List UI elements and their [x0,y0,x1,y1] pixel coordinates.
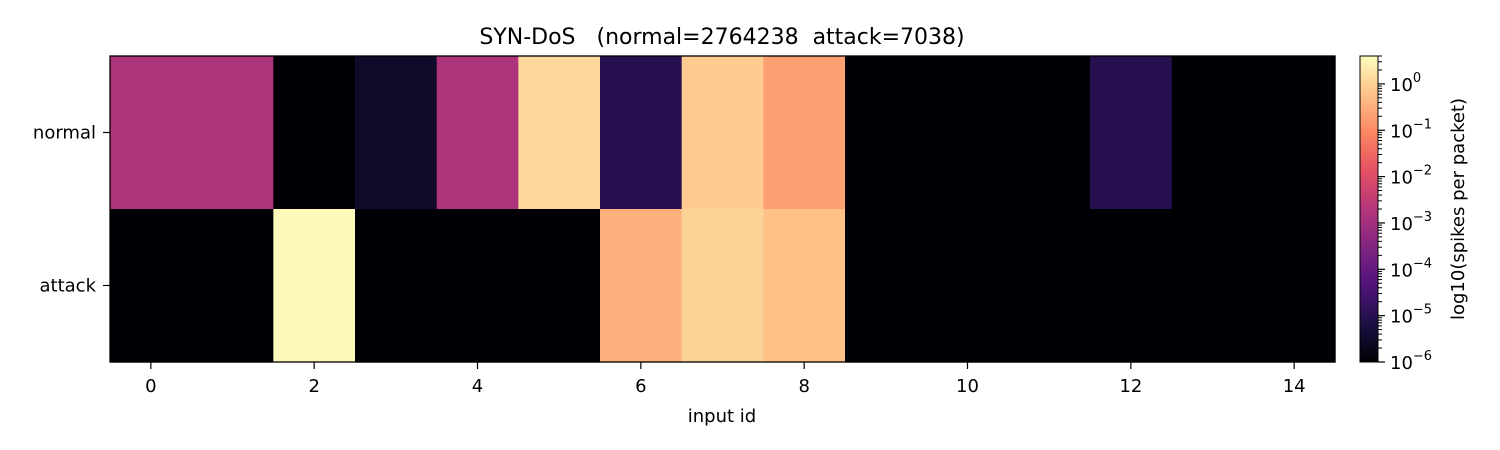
x-tick-label: 14 [1283,376,1306,397]
heatmap-cell [273,209,356,363]
colorbar-tick-label: 10−2 [1390,164,1432,189]
x-tick-label: 6 [635,376,646,397]
y-axis: normal attack [33,123,110,297]
heatmap-cell [191,209,274,363]
y-tick-label: normal [33,123,96,144]
colorbar-label: log10(spikes per packet) [1448,98,1469,320]
heatmap-cell [110,209,193,363]
heatmap-cell [600,56,683,210]
heatmap-cell [1171,56,1254,210]
heatmap-cell [1253,209,1336,363]
colorbar-axis: 100 10−1 10−2 10−3 10−4 10−5 10−6 [1378,55,1432,374]
colorbar-tick-label: 100 [1390,71,1421,96]
x-tick-label: 12 [1119,376,1142,397]
heatmap-cell [763,209,846,363]
x-tick-label: 2 [308,376,319,397]
heatmap-cell [600,209,683,363]
heatmap-cell [1171,209,1254,363]
heatmap-cell [110,56,193,210]
x-tick-label: 10 [956,376,979,397]
heatmap-cell [1090,56,1173,210]
heatmap-cell [926,56,1009,210]
colorbar-tick-label: 10−4 [1390,256,1432,281]
heatmap-cell [355,209,438,363]
heatmap-cell [845,209,928,363]
heatmap-cell [1090,209,1173,363]
heatmap-cell [518,56,601,210]
x-tick-label: 0 [145,376,156,397]
heatmap-cell [355,56,438,210]
x-tick-label: 8 [798,376,809,397]
plot-frame [109,55,1336,363]
heatmap-cell [436,209,519,363]
colorbar-tick-label: 10−1 [1390,117,1432,142]
heatmap-cell [681,209,764,363]
heatmap-cell [845,56,928,210]
x-axis-label: input id [688,406,756,427]
colorbar-tick-label: 10−6 [1390,349,1432,374]
heatmap-cell [1008,56,1091,210]
chart-title: SYN-DoS (normal=2764238 attack=7038) [479,25,964,50]
heatmap-cell [191,56,274,210]
heatmap-cell [1253,56,1336,210]
heatmap-cell [436,56,519,210]
x-axis: 0 2 4 6 8 10 12 14 [145,362,1306,397]
x-tick-label: 4 [472,376,483,397]
heatmap-cells [110,56,1336,363]
heatmap-cell [763,56,846,210]
heatmap-cell [273,56,356,210]
y-tick-label: attack [40,276,97,297]
colorbar-tick-label: 10−3 [1390,210,1432,235]
colorbar [1359,55,1379,363]
heatmap-cell [926,209,1009,363]
heatmap-cell [518,209,601,363]
heatmap-cell [1008,209,1091,363]
heatmap-cell [681,56,764,210]
colorbar-tick-label: 10−5 [1390,303,1432,328]
